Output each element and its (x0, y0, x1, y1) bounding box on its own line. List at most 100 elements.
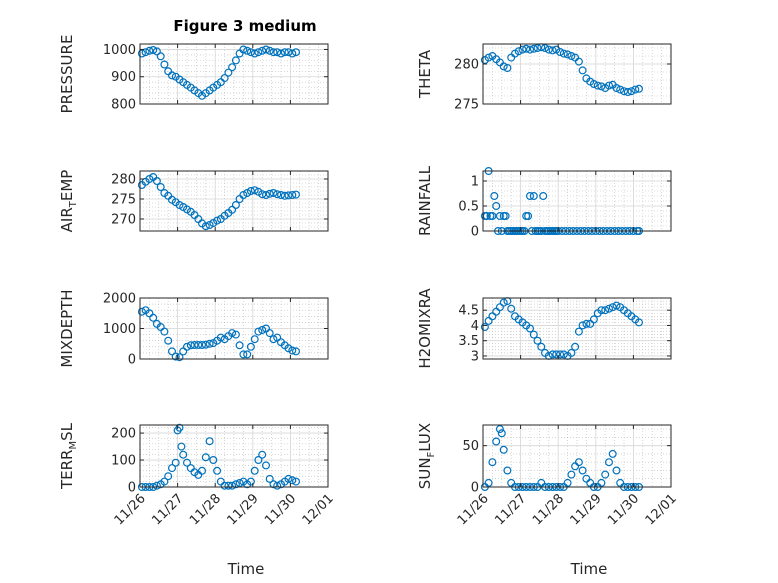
data-point (608, 303, 617, 312)
data-point (228, 63, 237, 72)
data-point (224, 481, 233, 490)
data-point (563, 50, 572, 59)
data-point (262, 461, 271, 470)
data-point (529, 44, 538, 53)
x-tick-label: 11/27 (149, 491, 186, 528)
data-point (201, 340, 210, 349)
data-point (501, 212, 510, 221)
subplot-rainfall: 0 0.5 1 RAINFALL (416, 165, 672, 240)
axes-box (482, 424, 672, 488)
data-point (160, 477, 169, 486)
x-tick-label: 11/29 (568, 491, 605, 528)
data-point (213, 216, 222, 225)
data-point (525, 324, 534, 333)
data-point (612, 83, 621, 92)
data-point (589, 315, 598, 324)
data-point (254, 48, 263, 57)
x-tick-label: 11/26 (455, 491, 492, 528)
data-point (634, 84, 643, 93)
data-point (205, 339, 214, 348)
axes-box (482, 170, 672, 232)
y-axis-label: H2OMIXRA (416, 288, 434, 369)
data-point (262, 45, 271, 54)
x-tick-label: 12/01 (643, 491, 680, 528)
data-point (280, 48, 289, 57)
data-point (201, 453, 210, 462)
y-tick-label: 3 (471, 349, 479, 364)
data-point (152, 47, 161, 56)
subplot-sun-flux: 0 50 11/26 11/27 11/28 11/29 11/30 12/01 SUNFLUX (416, 423, 680, 529)
data-point (284, 191, 293, 200)
figure-title: Figure 3 medium (173, 17, 316, 35)
data-point (201, 222, 210, 231)
data-point (604, 458, 613, 467)
data-point (273, 190, 282, 199)
axes-box (139, 424, 329, 488)
data-point (231, 330, 240, 339)
y-axis-label: TERRMSL (58, 422, 79, 490)
data-point (152, 481, 161, 490)
y-tick-label: 800 (111, 98, 136, 113)
data-point (522, 44, 531, 53)
y-tick-label: 270 (111, 213, 136, 228)
x-axis-label-left: Time (227, 560, 265, 578)
data-point (597, 478, 606, 487)
y-tick-label: 1000 (103, 322, 136, 337)
y-tick-label: 900 (111, 70, 136, 85)
y-tick-label: 4.5 (458, 304, 479, 319)
data-point (627, 87, 636, 96)
y-axis-label: SUNFLUX (416, 423, 437, 489)
subplot-mixdepth: 0 1000 2000 MIXDEPTH (58, 289, 329, 368)
data-point (243, 46, 252, 55)
data-point (608, 449, 617, 458)
data-point (619, 87, 628, 96)
data-point (239, 191, 248, 200)
data-point (571, 342, 580, 351)
y-axis-label: PRESSURE (58, 35, 76, 114)
data-point (231, 480, 240, 489)
y-tick-label: 0 (128, 481, 136, 496)
data-point (537, 342, 546, 351)
data-point (137, 307, 146, 316)
axes-box (139, 43, 329, 105)
x-tick-label: 11/29 (225, 491, 262, 528)
data-point (198, 466, 207, 475)
data-point (258, 450, 267, 459)
data-point (177, 442, 186, 451)
data-point (179, 450, 188, 459)
data-point (601, 470, 610, 479)
data-point (612, 466, 621, 475)
data-point (152, 177, 161, 186)
data-point (269, 335, 278, 344)
axes-box (482, 43, 672, 105)
data-point (593, 81, 602, 90)
data-point (183, 342, 192, 351)
data-point (156, 52, 165, 61)
data-point (149, 313, 158, 322)
data-point (254, 456, 263, 465)
data-point (292, 477, 301, 486)
data-point (216, 333, 225, 342)
data-point (149, 45, 158, 54)
data-point (604, 304, 613, 313)
data-point (548, 46, 557, 55)
data-point (190, 341, 199, 350)
data-point (574, 327, 583, 336)
y-tick-label: 3.5 (458, 334, 479, 349)
data-point (235, 341, 244, 350)
x-tick-label: 11/28 (530, 491, 567, 528)
data-point (514, 47, 523, 56)
data-point (518, 45, 527, 54)
data-point (484, 53, 493, 62)
data-point (160, 327, 169, 336)
data-point (499, 298, 508, 307)
data-point (525, 192, 534, 201)
data-point (265, 46, 274, 55)
data-point (597, 82, 606, 91)
y-tick-label: 100 (111, 454, 136, 469)
data-point (258, 190, 267, 199)
y-tick-label: 0 (128, 353, 136, 368)
x-axis-label-right: Time (570, 560, 608, 578)
